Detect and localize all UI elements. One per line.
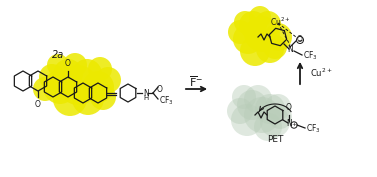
Circle shape xyxy=(234,11,256,33)
Circle shape xyxy=(95,67,121,93)
Text: −: − xyxy=(297,38,303,42)
Circle shape xyxy=(33,77,57,101)
Circle shape xyxy=(244,97,280,133)
Circle shape xyxy=(90,84,116,110)
Text: $\overline{\mathrm{F}}^{-}$: $\overline{\mathrm{F}}^{-}$ xyxy=(189,75,203,89)
Circle shape xyxy=(232,85,256,109)
Text: N: N xyxy=(143,88,149,98)
Circle shape xyxy=(265,94,291,120)
Circle shape xyxy=(58,65,98,105)
Text: Cu$^{2+}$: Cu$^{2+}$ xyxy=(310,67,333,79)
Circle shape xyxy=(47,54,69,76)
Text: CF$_3$: CF$_3$ xyxy=(306,123,321,135)
Circle shape xyxy=(43,70,77,104)
Circle shape xyxy=(53,59,83,89)
Circle shape xyxy=(244,85,272,113)
Text: O: O xyxy=(286,103,292,112)
Circle shape xyxy=(72,83,104,115)
Circle shape xyxy=(39,64,65,90)
Text: O: O xyxy=(35,100,41,109)
Text: Cu$^{2+}$: Cu$^{2+}$ xyxy=(270,16,291,28)
Circle shape xyxy=(249,6,271,28)
Circle shape xyxy=(227,98,253,124)
Circle shape xyxy=(237,90,267,120)
Circle shape xyxy=(63,53,87,77)
Circle shape xyxy=(239,11,267,39)
Text: +: + xyxy=(292,122,296,127)
Circle shape xyxy=(263,35,287,59)
Text: H: H xyxy=(143,95,148,101)
Circle shape xyxy=(255,11,281,37)
Circle shape xyxy=(88,57,112,81)
Circle shape xyxy=(231,104,263,136)
Text: N: N xyxy=(287,45,293,55)
Text: O: O xyxy=(297,35,303,44)
Text: PET: PET xyxy=(267,136,283,144)
Text: N: N xyxy=(286,119,292,129)
Circle shape xyxy=(255,94,285,124)
Circle shape xyxy=(82,71,114,103)
Circle shape xyxy=(233,24,263,54)
Circle shape xyxy=(268,105,292,129)
Text: CF$_3$: CF$_3$ xyxy=(159,95,174,107)
Circle shape xyxy=(228,20,252,44)
Circle shape xyxy=(256,35,284,63)
Circle shape xyxy=(260,107,290,137)
Circle shape xyxy=(72,59,102,89)
Circle shape xyxy=(53,82,87,116)
Circle shape xyxy=(240,36,270,66)
Circle shape xyxy=(254,113,282,141)
Text: O: O xyxy=(157,85,163,94)
Text: O: O xyxy=(65,59,71,68)
Circle shape xyxy=(264,23,292,51)
Text: 2a: 2a xyxy=(52,50,64,60)
Text: CF$_3$: CF$_3$ xyxy=(303,50,318,62)
Circle shape xyxy=(244,16,280,52)
